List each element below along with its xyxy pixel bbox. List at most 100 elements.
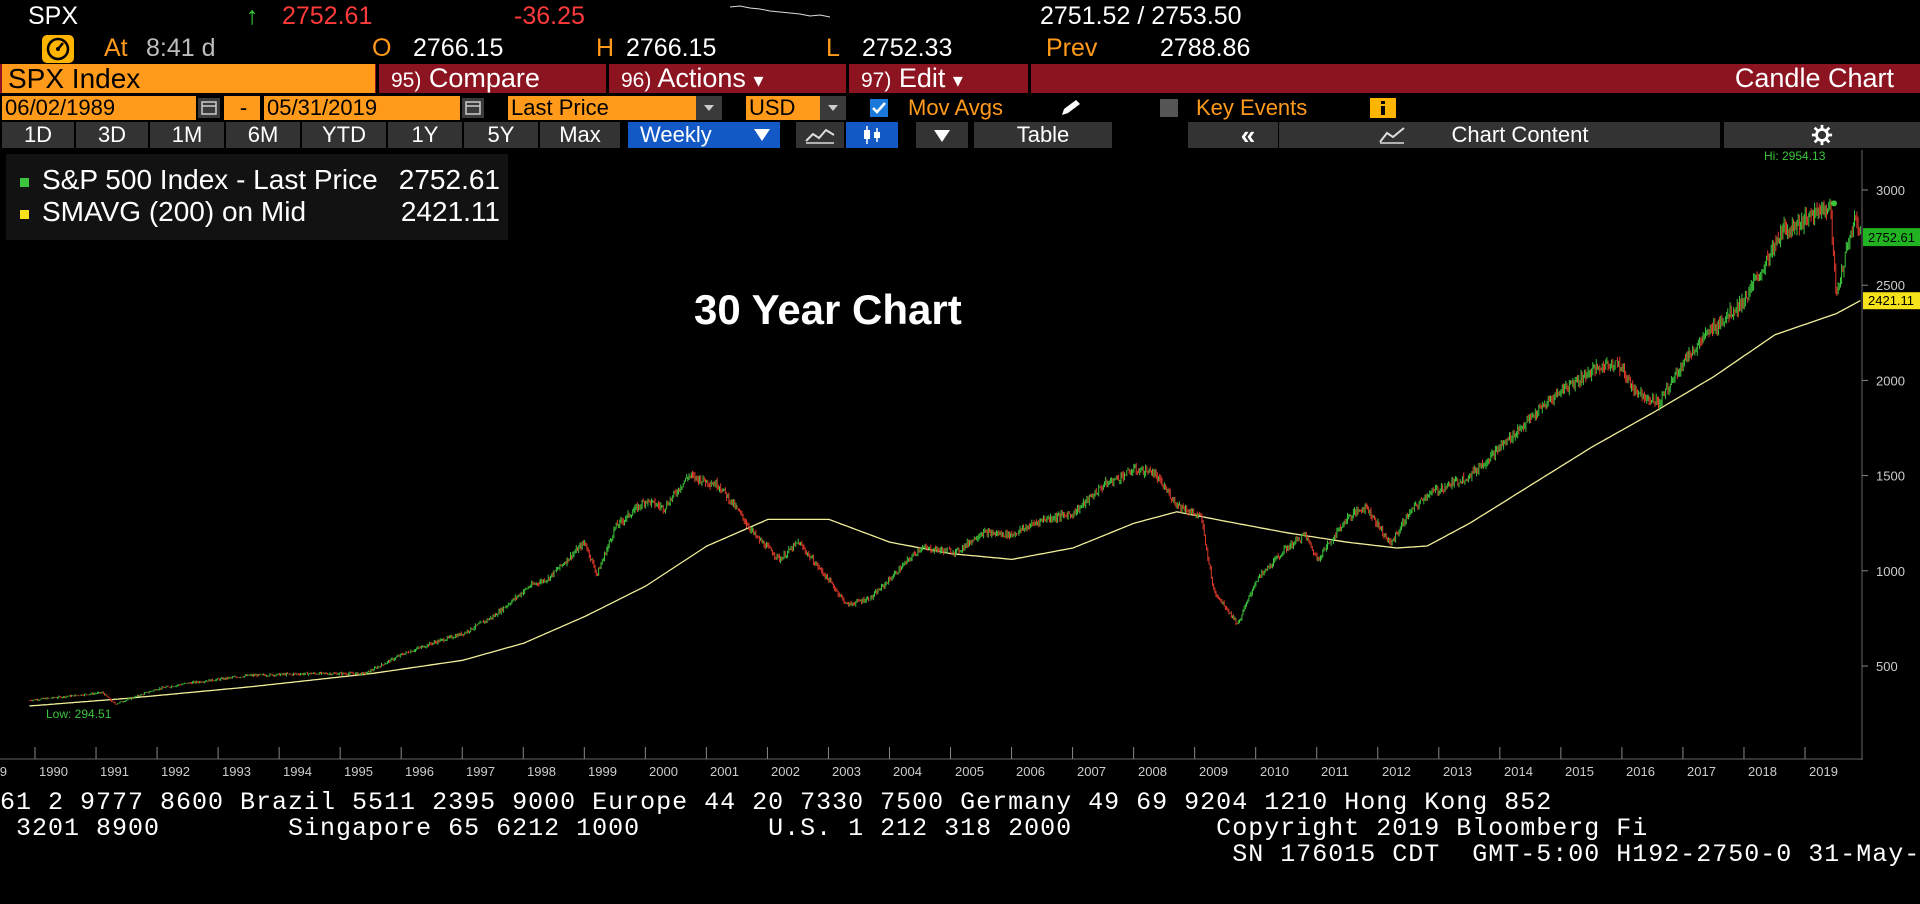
toolbar-divider	[1114, 122, 1118, 148]
gauge-icon[interactable]	[42, 35, 74, 63]
toolbar: 1D 3D 1M 6M YTD 1Y 5Y Max Weekly Table «…	[0, 122, 1920, 148]
mov-avgs-label[interactable]: Mov Avgs	[908, 95, 1003, 120]
price-field-select[interactable]: Last Price	[508, 96, 696, 120]
series1-legend-swatch	[20, 178, 29, 187]
chart-content-button[interactable]: Chart Content	[1280, 122, 1720, 148]
chevron-down-icon[interactable]	[820, 96, 846, 120]
x-tick-label: 2006	[1016, 764, 1045, 779]
low-annotation: Low: 294.51	[46, 707, 112, 721]
series1-legend-label: S&P 500 Index - Last Price	[42, 164, 378, 195]
x-tick-label: 2018	[1748, 764, 1777, 779]
x-tick-label: 1992	[161, 764, 190, 779]
menu-bar: SPX Index 95) Compare 96) Actions ▾ 97) …	[0, 64, 1920, 93]
chevron-down-icon	[934, 130, 950, 142]
period-6m-button[interactable]: 6M	[226, 122, 300, 148]
period-1d-button[interactable]: 1D	[2, 122, 74, 148]
calendar-icon[interactable]	[198, 98, 220, 118]
pencil-icon[interactable]	[1058, 98, 1084, 118]
x-tick-label: 1999	[588, 764, 617, 779]
mov-avgs-checkbox[interactable]	[870, 99, 888, 117]
x-tick-label: 2013	[1443, 764, 1472, 779]
x-tick-label: 1991	[100, 764, 129, 779]
low-label: L	[826, 34, 840, 62]
footer-session-line: SN 176015 CDT GMT-5:00 H192-2750-0 31-Ma…	[0, 840, 1920, 868]
key-events-label[interactable]: Key Events	[1196, 95, 1308, 120]
series2-legend-label: SMAVG (200) on Mid	[42, 196, 307, 227]
period-3d-button[interactable]: 3D	[76, 122, 148, 148]
y-tick-label: 1500	[1876, 469, 1905, 484]
x-tick-label: 1995	[344, 764, 373, 779]
edit-label: Edit	[898, 63, 946, 93]
open-value: 2766.15	[413, 34, 504, 62]
x-tick-label: 2007	[1077, 764, 1106, 779]
end-date-field[interactable]: 05/31/2019	[264, 96, 460, 120]
x-tick-label: 2008	[1138, 764, 1167, 779]
edit-number: 97)	[861, 69, 892, 92]
edit-dropdown-icon: ▾	[952, 70, 963, 92]
compare-label: Compare	[428, 63, 540, 93]
y-tick-label: 2000	[1876, 373, 1905, 388]
period-5y-button[interactable]: 5Y	[464, 122, 538, 148]
y-tick-label: 1000	[1876, 564, 1905, 579]
x-tick-label: 2005	[955, 764, 984, 779]
edit-button[interactable]: 97) Edit ▾	[846, 64, 1028, 93]
quote-row-1: SPX ↑ 2752.61 -36.25 2751.52 / 2753.50	[0, 1, 1920, 31]
chevron-down-icon	[754, 129, 770, 141]
compare-number: 95)	[391, 69, 422, 92]
period-max-button[interactable]: Max	[540, 122, 620, 148]
net-change: -36.25	[514, 2, 585, 30]
line-chart-icon[interactable]	[796, 122, 844, 148]
y-tick-label: 2500	[1876, 278, 1905, 293]
x-tick-label: 2017	[1687, 764, 1716, 779]
frequency-dropdown[interactable]: Weekly	[628, 122, 780, 148]
start-date-field[interactable]: 06/02/1989	[2, 96, 196, 120]
x-tick-label: 2003	[832, 764, 861, 779]
period-ytd-button[interactable]: YTD	[302, 122, 386, 148]
bid-ask: 2751.52 / 2753.50	[1040, 2, 1242, 30]
sparkline-icon	[730, 5, 831, 18]
x-tick-label: 1993	[222, 764, 251, 779]
period-1y-button[interactable]: 1Y	[388, 122, 462, 148]
info-icon[interactable]	[1370, 98, 1396, 118]
high-annotation: Hi: 2954.13	[1764, 150, 1826, 163]
up-arrow-icon: ↑	[246, 2, 259, 30]
key-events-checkbox[interactable]	[1160, 99, 1178, 117]
time-value: 8:41 d	[146, 34, 216, 62]
prev-label: Prev	[1046, 34, 1098, 62]
period-1m-button[interactable]: 1M	[150, 122, 224, 148]
candle-chart-icon[interactable]	[846, 122, 898, 148]
table-button[interactable]: Table	[974, 122, 1112, 148]
x-tick-label: 2012	[1382, 764, 1411, 779]
price-chart[interactable]: 500 1000 1500 2000 2500 3000 Hi: 2954.13 Low: 2…	[0, 149, 1920, 760]
chevron-down-icon[interactable]	[696, 96, 722, 120]
chart-legend[interactable]: S&P 500 Index - Last Price 2752.61 SMAVG…	[6, 154, 508, 240]
chart-type-label[interactable]: Candle Chart	[1734, 63, 1894, 93]
x-tick-label: 2000	[649, 764, 678, 779]
sma-200-line	[29, 300, 1861, 707]
settings-button[interactable]	[1724, 122, 1920, 148]
footer-contacts-line-1: 61 2 9777 8600 Brazil 5511 2395 9000 Eur…	[0, 788, 1553, 816]
last-price-tag-label: 2752.61	[1868, 230, 1915, 245]
series1-legend-value: 2752.61	[398, 164, 500, 195]
calendar-icon[interactable]	[462, 98, 484, 118]
actions-button[interactable]: 96) Actions ▾	[606, 64, 846, 93]
menu-divider	[1028, 64, 1031, 93]
chart-options-dropdown[interactable]	[916, 122, 968, 148]
toolbar-divider	[1720, 122, 1724, 148]
high-label: H	[596, 34, 615, 62]
x-tick-label: 2001	[710, 764, 739, 779]
compare-button[interactable]: 95) Compare	[376, 64, 606, 93]
chart-content-icon	[1379, 127, 1405, 144]
settings-bar: 06/02/1989 - 05/31/2019 Last Price USD M…	[0, 96, 1920, 120]
actions-number: 96)	[621, 69, 652, 92]
x-tick-label: 1996	[405, 764, 434, 779]
double-chevron-left-icon: «	[1240, 120, 1256, 150]
chart-title: 30 Year Chart	[694, 286, 962, 333]
x-tick-label: 1994	[283, 764, 312, 779]
actions-dropdown-icon: ▾	[753, 70, 764, 92]
low-value: 2752.33	[862, 34, 953, 62]
security-field[interactable]: SPX Index	[2, 64, 375, 93]
currency-select[interactable]: USD	[746, 96, 820, 120]
ticker-symbol[interactable]: SPX	[28, 2, 79, 30]
x-tick-label: 1998	[527, 764, 556, 779]
